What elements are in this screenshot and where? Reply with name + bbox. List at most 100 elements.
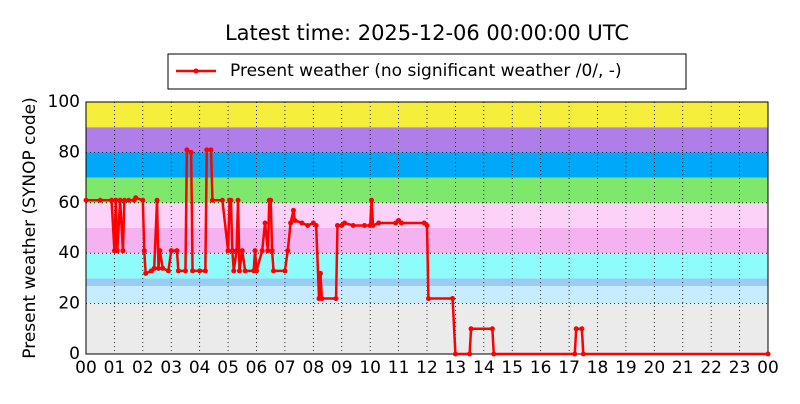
data-point — [121, 197, 127, 203]
data-point — [182, 268, 188, 274]
data-point — [109, 197, 115, 203]
x-tick-label: 05 — [217, 358, 239, 378]
x-tick-label: 10 — [359, 358, 381, 378]
x-tick-label: 19 — [615, 358, 637, 378]
data-point — [151, 265, 157, 271]
data-point — [450, 296, 456, 302]
data-point — [259, 248, 265, 254]
data-point — [292, 217, 298, 223]
data-point — [174, 248, 180, 254]
data-point — [97, 197, 103, 203]
data-point — [489, 326, 495, 332]
data-point — [282, 268, 288, 274]
y-axis-label: Present weather (SYNOP code) — [20, 97, 40, 358]
x-tick-label: 15 — [501, 358, 523, 378]
x-tick-label: 02 — [132, 358, 154, 378]
data-point — [491, 351, 497, 357]
data-point — [225, 248, 231, 254]
data-point — [579, 326, 585, 332]
data-point — [333, 296, 339, 302]
legend-box — [167, 53, 687, 90]
x-tick-label: 09 — [331, 358, 353, 378]
x-tick-label: 00 — [757, 358, 779, 378]
x-tick-label: 16 — [530, 358, 552, 378]
y-tick-label: 60 — [58, 193, 80, 213]
data-point — [154, 197, 160, 203]
data-point — [184, 147, 190, 153]
data-point — [765, 351, 771, 357]
chart-title: Latest time: 2025-12-06 00:00:00 UTC — [225, 21, 629, 45]
x-tick-label: 11 — [388, 358, 410, 378]
x-tick-label: 00 — [75, 358, 97, 378]
legend-label: Present weather (no significant weather … — [230, 61, 622, 81]
data-point — [234, 248, 240, 254]
data-point — [188, 149, 194, 155]
data-point — [120, 248, 126, 254]
x-tick-label: 04 — [189, 358, 211, 378]
data-point — [290, 207, 296, 213]
data-point — [155, 265, 161, 271]
data-point — [204, 147, 210, 153]
data-point — [168, 248, 174, 254]
x-tick-label: 21 — [672, 358, 694, 378]
data-point — [572, 351, 578, 357]
data-point — [157, 248, 163, 254]
y-tick-label: 0 — [69, 344, 80, 364]
data-point — [208, 147, 214, 153]
background-band — [86, 127, 768, 153]
data-point — [468, 326, 474, 332]
data-point — [424, 222, 430, 228]
x-tick-label: 17 — [558, 358, 580, 378]
x-tick-label: 22 — [700, 358, 722, 378]
x-tick-label: 14 — [473, 358, 495, 378]
data-point — [254, 268, 259, 274]
x-tick-label: 23 — [729, 358, 751, 378]
data-point — [239, 248, 245, 254]
data-point — [252, 248, 258, 254]
x-tick-label: 13 — [445, 358, 467, 378]
y-tick-label: 40 — [58, 243, 80, 263]
x-tick-label: 12 — [416, 358, 438, 378]
data-point — [376, 220, 382, 226]
data-point — [228, 197, 234, 203]
data-point — [452, 351, 458, 357]
data-point — [317, 270, 323, 276]
data-point — [197, 268, 203, 274]
data-point — [361, 222, 367, 228]
data-point — [262, 220, 268, 226]
data-point — [288, 220, 294, 226]
data-point — [83, 197, 89, 203]
data-point — [269, 248, 275, 254]
data-point — [299, 220, 305, 226]
data-point — [313, 222, 319, 228]
data-point — [229, 248, 235, 254]
data-point — [117, 197, 123, 203]
data-point — [133, 195, 139, 201]
y-tick-label: 20 — [58, 294, 80, 314]
data-point — [350, 222, 356, 228]
x-tick-label: 08 — [303, 358, 325, 378]
data-point — [235, 197, 241, 203]
data-point — [219, 197, 225, 203]
data-point — [165, 268, 171, 274]
background-band — [86, 303, 768, 354]
data-point — [268, 197, 274, 203]
data-point — [143, 270, 149, 276]
data-point — [265, 248, 271, 254]
data-point — [573, 326, 579, 332]
data-point — [334, 222, 340, 228]
x-tick-label: 20 — [644, 358, 666, 378]
plot-frame — [85, 101, 769, 355]
data-point — [231, 268, 237, 274]
data-point — [209, 197, 215, 203]
data-point — [202, 268, 208, 274]
data-point — [160, 265, 166, 271]
data-point — [113, 197, 119, 203]
data-point — [398, 220, 404, 226]
data-point — [140, 197, 146, 203]
data-point — [305, 222, 311, 228]
data-point — [242, 268, 248, 274]
data-point — [285, 248, 291, 254]
data-point — [190, 268, 196, 274]
